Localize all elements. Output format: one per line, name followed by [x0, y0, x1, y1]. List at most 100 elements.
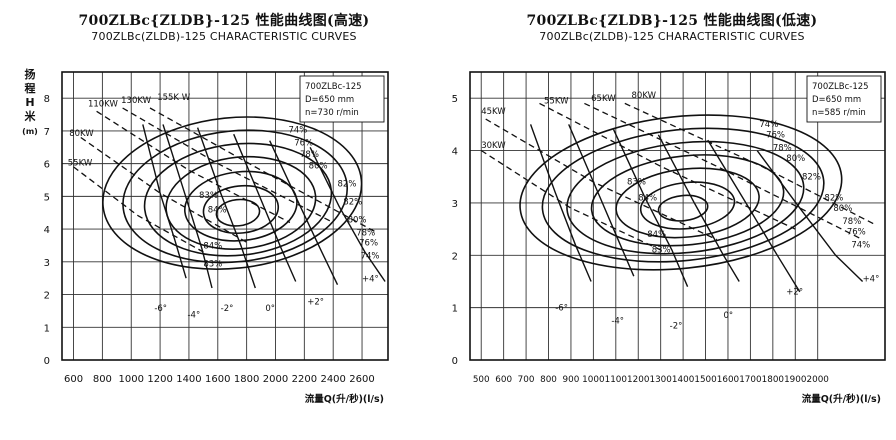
efficiency-contour-84pct — [657, 194, 709, 222]
power-curve — [624, 102, 875, 225]
blade-angle-curve — [162, 124, 213, 289]
efficiency-contour-74pct — [519, 114, 843, 271]
legend-speed: n=730 r/min — [305, 108, 359, 118]
curve-label: 82% — [338, 180, 357, 190]
blade-angle-curve — [529, 124, 592, 282]
blade-angle-curve — [568, 124, 635, 277]
x-tick-label: 800 — [93, 374, 112, 385]
chart-subtitle: 700ZLBc(ZLDB)-125 CHARACTERISTIC CURVES — [91, 30, 357, 43]
x-tick-label: 1600 — [717, 375, 740, 385]
curve-label: 76% — [847, 227, 866, 237]
y-tick-label: 5 — [44, 192, 50, 203]
blade-angle-curve — [612, 129, 689, 287]
chart-panel-high-speed: 700ZLBc{ZLDB}-125 性能曲线图(高速) 700ZLBc(ZLDB… — [22, 13, 389, 405]
curve-label: 82% — [343, 198, 362, 208]
curve-label: 80% — [348, 216, 367, 226]
efficiency-contour-74pct — [102, 116, 363, 270]
curve-label: -6° — [555, 303, 568, 313]
curve-label: 78% — [300, 150, 319, 160]
curve-label: -4° — [611, 316, 624, 326]
power-curve — [73, 166, 204, 253]
curve-label: 83% — [203, 260, 222, 270]
performance-chart-high-speed: 110KW 130KW 155K W80KW55KW74%76%78%80%82%8… — [22, 67, 389, 405]
curve-label: 80KW — [69, 129, 94, 139]
x-tick-label: 1000 — [582, 375, 605, 385]
efficiency-contour-84pct — [215, 198, 261, 227]
chart-subtitle: 700ZLBc(ZLDB)-125 CHARACTERISTIC CURVES — [539, 30, 805, 43]
x-tick-label: 1600 — [205, 374, 230, 385]
plot-frame — [469, 71, 886, 361]
curve-label: 74% — [851, 240, 870, 250]
curve-label: 76% — [359, 238, 378, 248]
curve-label: 155K W — [157, 93, 190, 103]
curve-label: +2° — [307, 297, 324, 307]
x-axis-label: 流量Q(升/秒)(l/s) — [305, 393, 384, 405]
blade-angle-curve — [196, 127, 256, 289]
blade-angle-curve — [233, 133, 297, 282]
curve-label: 0° — [723, 311, 733, 321]
x-tick-label: 1400 — [672, 375, 695, 385]
y-tick-label: 8 — [44, 94, 50, 105]
power-curve — [149, 107, 377, 233]
curve-label: 82% — [824, 193, 843, 203]
x-tick-label: 2000 — [807, 375, 830, 385]
x-tick-label: 600 — [495, 375, 512, 385]
curve-label: 83% — [652, 246, 671, 256]
x-tick-label: 500 — [473, 375, 490, 385]
legend-box — [299, 75, 385, 123]
curve-label: 84% — [208, 206, 227, 216]
curve-label: 84% — [203, 242, 222, 252]
blade-angle-curve — [142, 124, 187, 279]
curve-label: 78% — [773, 144, 792, 154]
curve-label: 55KW — [544, 96, 569, 106]
curve-label: +2° — [786, 288, 803, 298]
curve-label: 84% — [638, 193, 657, 203]
plot-frame — [61, 71, 389, 361]
legend-diameter: D=650 mm — [812, 95, 861, 105]
efficiency-contour-82pct — [615, 167, 760, 239]
legend-box — [806, 75, 882, 123]
x-tick-label: 1200 — [147, 374, 172, 385]
y-tick-label: 2 — [452, 251, 458, 262]
curve-label: 76% — [766, 130, 785, 140]
x-tick-label: 1400 — [176, 374, 201, 385]
efficiency-contour-80pct — [590, 154, 785, 247]
curve-label: 0° — [265, 304, 275, 314]
power-curve — [480, 149, 661, 251]
curve-label: 78% — [356, 229, 375, 239]
blade-angle-curve — [756, 150, 864, 283]
curve-label: +4° — [362, 274, 379, 284]
blade-angle-curve — [309, 146, 386, 282]
legend-speed: n=585 r/min — [812, 108, 866, 118]
y-tick-label: 4 — [452, 147, 458, 158]
curve-label: 74% — [361, 252, 380, 262]
blade-angle-curve — [269, 140, 339, 286]
legend-model: 700ZLBc-125 — [812, 82, 869, 92]
x-tick-label: 2400 — [320, 374, 345, 385]
power-curve — [96, 110, 291, 224]
efficiency-contour-82pct — [184, 170, 298, 242]
blade-angle-curve — [707, 139, 801, 293]
curve-label: 76% — [294, 139, 313, 149]
y-tick-label: 0 — [44, 356, 50, 367]
power-curve — [539, 102, 796, 230]
curve-label: 80% — [833, 204, 852, 214]
y-axis-label-char: H — [25, 96, 34, 109]
curve-label: 84% — [647, 230, 666, 240]
curve-label: 83% — [627, 178, 646, 188]
curve-label: 80% — [309, 162, 328, 172]
x-axis-label: 流量Q(升/秒)(l/s) — [802, 393, 881, 405]
curve-label: 83% — [199, 191, 218, 201]
curve-label: -2° — [670, 322, 683, 332]
y-axis-label-char: 米 — [24, 109, 37, 123]
x-tick-label: 2200 — [292, 374, 317, 385]
x-tick-label: 2600 — [349, 374, 374, 385]
curve-label: 82% — [802, 172, 821, 182]
y-tick-label: 6 — [44, 160, 50, 171]
power-curve — [584, 102, 863, 241]
power-curve — [122, 107, 334, 224]
x-tick-label: 1000 — [119, 374, 144, 385]
curve-label: 74% — [759, 120, 778, 130]
curve-label: -4° — [187, 310, 200, 320]
